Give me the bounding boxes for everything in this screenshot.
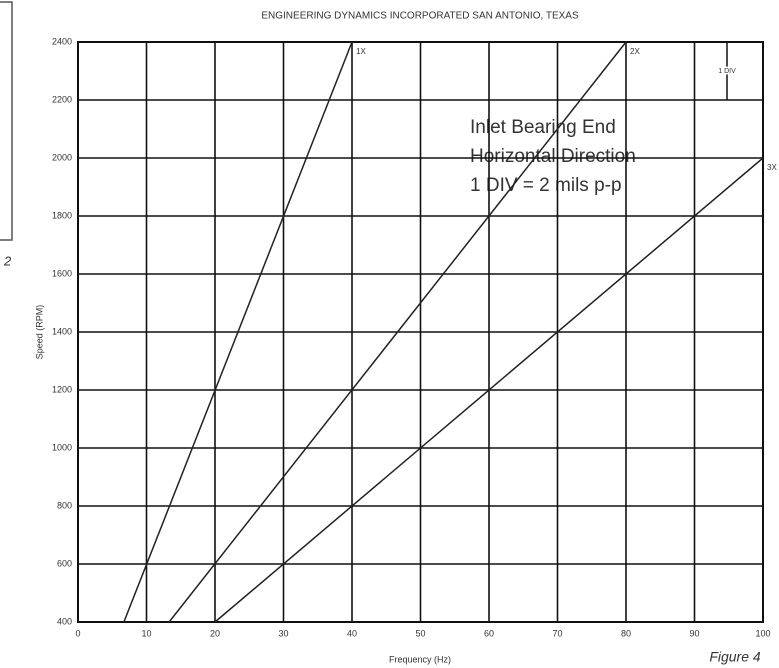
x-tick-label: 60	[484, 628, 494, 638]
annotation-text: Inlet Bearing End	[470, 117, 616, 138]
x-tick-label: 80	[621, 628, 631, 638]
y-tick-label: 600	[57, 558, 72, 568]
x-tick-label: 10	[141, 628, 151, 638]
x-tick-label: 30	[278, 628, 288, 638]
figure-caption: Figure 4	[709, 649, 761, 665]
y-tick-label: 1000	[52, 442, 72, 452]
y-tick-label: 1200	[52, 384, 72, 394]
annotation-text: Horizontal Direction	[470, 146, 636, 167]
y-tick-label: 400	[57, 616, 72, 626]
y-tick-label: 1400	[52, 326, 72, 336]
scale-label: 1 DIV	[718, 68, 736, 75]
page: 2 Figure 4 ENGINEERING DYNAMICS INCORPOR…	[0, 0, 779, 668]
y-tick-label: 800	[57, 500, 72, 510]
x-tick-label: 100	[755, 628, 770, 638]
page-fragment: 2	[3, 253, 12, 268]
x-tick-label: 50	[415, 628, 425, 638]
y-tick-label: 2200	[52, 94, 72, 104]
y-tick-label: 1600	[52, 268, 72, 278]
annotation-text: 1 DIV = 2 mils p-p	[470, 175, 622, 196]
x-axis-label: Frequency (Hz)	[389, 654, 451, 664]
x-tick-label: 20	[210, 628, 220, 638]
y-tick-label: 2400	[52, 36, 72, 46]
annotation: Inlet Bearing End Horizontal Direction 1 D…	[462, 110, 680, 202]
x-tick-label: 0	[75, 628, 80, 638]
y-tick-label: 2000	[52, 152, 72, 162]
y-axis-label: Speed (RPM)	[34, 305, 44, 360]
series-label: 3X	[767, 163, 777, 172]
chart-title: ENGINEERING DYNAMICS INCORPORATED SAN AN…	[261, 11, 579, 22]
y-tick-label: 1800	[52, 210, 72, 220]
x-tick-label: 90	[689, 628, 699, 638]
x-tick-label: 70	[552, 628, 562, 638]
series-label: 1X	[356, 47, 366, 56]
x-tick-label: 40	[347, 628, 357, 638]
series-label: 2X	[630, 47, 640, 56]
